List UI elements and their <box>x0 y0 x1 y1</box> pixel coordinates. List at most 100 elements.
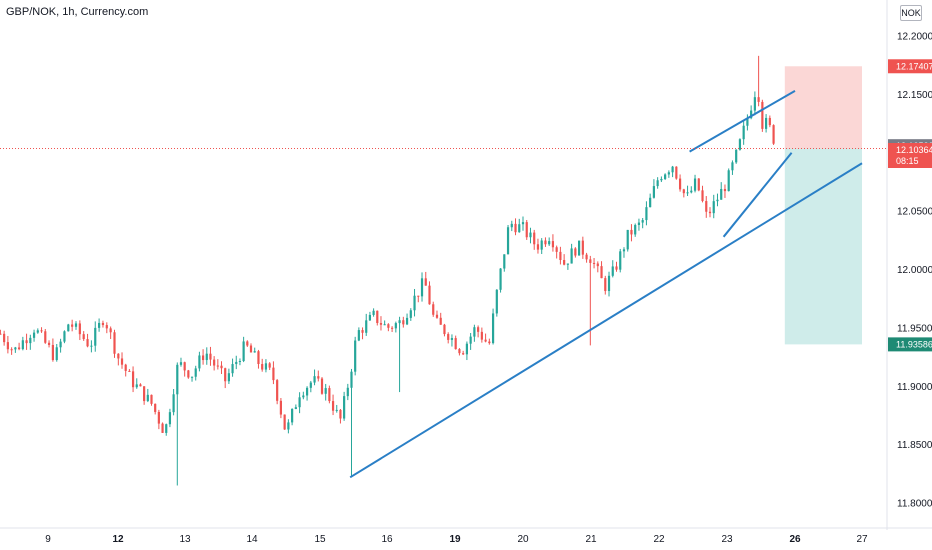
x-tick-label: 13 <box>179 534 191 545</box>
candle-body <box>220 365 223 369</box>
x-axis-ticks: 9 12 13 14 15 16 19 20 21 22 23 26 27 <box>45 534 868 545</box>
candle-body <box>379 323 383 325</box>
candle-body <box>521 222 525 225</box>
support-line[interactable] <box>349 162 863 479</box>
y-tick-label: 11.80000 <box>897 499 932 510</box>
candle-body <box>473 327 476 337</box>
candle-body <box>742 125 745 140</box>
candle-body <box>253 351 256 353</box>
stop-loss-zone[interactable] <box>784 66 862 149</box>
y-tick-label: 12.00000 <box>897 265 932 276</box>
candle-body <box>257 351 260 365</box>
candle-body <box>94 327 97 346</box>
candle-body <box>350 371 353 388</box>
candle-body <box>283 414 286 430</box>
candle-body <box>615 266 618 270</box>
candle-body <box>346 387 349 397</box>
candle-body <box>765 117 768 129</box>
candle-body <box>55 347 58 361</box>
candle-body <box>750 110 753 119</box>
candle-body <box>74 323 78 327</box>
candle-body <box>428 285 431 305</box>
current-price-badge-text: 08:15 <box>896 156 919 166</box>
candle-body <box>405 317 409 325</box>
stop-price-badge: 12.17407 <box>888 59 932 74</box>
candle-body <box>317 376 320 379</box>
candle-body <box>559 251 562 261</box>
candle-body <box>3 333 6 343</box>
candle-body <box>47 342 51 345</box>
candle-body <box>231 364 234 374</box>
candle-body <box>495 289 498 314</box>
candle-body <box>705 201 708 212</box>
candle-body <box>387 324 390 328</box>
candle-body <box>596 263 599 267</box>
candle-body <box>135 384 138 388</box>
candle-body <box>708 211 712 214</box>
candle-body <box>772 125 775 144</box>
candle-body <box>667 172 670 175</box>
candle-body <box>372 310 375 315</box>
candle-body <box>246 341 249 346</box>
candle-body <box>86 339 89 347</box>
candle-body <box>454 338 457 350</box>
candle-body <box>525 222 528 238</box>
candle-body <box>753 97 756 111</box>
candle-body <box>634 224 637 235</box>
candle-body <box>566 263 569 265</box>
candle-body <box>309 382 312 388</box>
x-tick-label: 22 <box>653 534 665 545</box>
candle-body <box>574 248 577 256</box>
candle-body <box>238 361 242 363</box>
candle-body <box>279 400 282 415</box>
candle-body <box>548 241 551 245</box>
candle-body <box>664 174 667 179</box>
candle-body <box>462 353 465 355</box>
candle-body <box>675 166 678 179</box>
candle-body <box>242 341 245 362</box>
candle-body <box>128 370 131 372</box>
candle-body <box>398 320 401 324</box>
candle-body <box>458 349 461 354</box>
candle-body <box>413 295 416 311</box>
candle-body <box>630 229 633 235</box>
candle-body <box>394 323 397 329</box>
currency-button[interactable]: NOK <box>900 5 922 21</box>
candle-body <box>506 227 510 255</box>
candle-body <box>469 336 472 344</box>
candle-body <box>139 384 142 387</box>
candle-body <box>693 178 697 191</box>
candle-body <box>443 324 446 335</box>
candle-body <box>71 324 74 327</box>
wedge-lower[interactable] <box>722 152 793 238</box>
take-profit-zone[interactable] <box>784 148 862 345</box>
candle-body <box>261 364 264 370</box>
candle-body <box>32 332 36 338</box>
candle-body <box>619 251 622 270</box>
candle-body <box>264 363 268 370</box>
candle-body <box>298 397 301 408</box>
candle-body <box>165 424 168 433</box>
candle-body <box>435 314 439 318</box>
candle-body <box>420 278 424 297</box>
candle-body <box>761 101 764 129</box>
candle-body <box>746 118 749 126</box>
candle-body <box>690 190 693 193</box>
trendlines <box>349 90 863 479</box>
chart-title: GBP/NOK, 1h, Currency.com <box>6 6 149 18</box>
candle-body <box>439 317 442 325</box>
wedge-upper[interactable] <box>689 90 796 153</box>
y-tick-label: 11.95000 <box>897 323 932 334</box>
candle-body <box>652 186 655 198</box>
candle-body <box>179 362 183 365</box>
candle-body <box>59 341 62 348</box>
candle-body <box>563 260 566 265</box>
candle-body <box>720 188 723 200</box>
candle-body <box>82 334 85 340</box>
candle-body <box>305 387 309 396</box>
candle-body <box>484 339 487 342</box>
candle-body <box>120 358 124 365</box>
candle-body <box>402 320 405 325</box>
